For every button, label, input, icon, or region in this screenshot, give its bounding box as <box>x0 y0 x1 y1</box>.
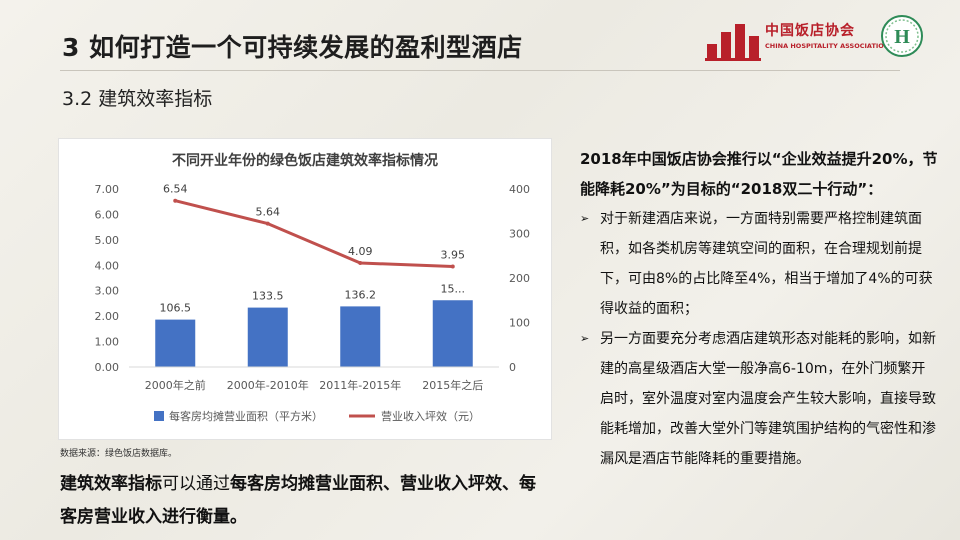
initiative-lead: 2018年中国饭店协会推行以“企业效益提升20%，节能降耗20%”为目标的“20… <box>580 150 938 198</box>
legend-label-bar: 每客房均摊营业面积（平方米） <box>169 409 323 423</box>
china-hospitality-association-logo: 中国饭店协会 CHINA HOSPITALITY ASSOCIATION <box>705 18 889 62</box>
arrow-bullet-icon: ➢ <box>580 212 590 225</box>
x-axis-category-label: 2000年-2010年 <box>227 378 309 392</box>
arrow-bullet-icon: ➢ <box>580 332 590 345</box>
right-axis-ticks: 0 100 200 300 400 <box>509 183 530 374</box>
left-axis-tick-label: 1.00 <box>95 336 120 349</box>
green-h-letter: H <box>894 26 910 48</box>
chart-title: 不同开业年份的绿色饭店建筑效率指标情况 <box>172 152 438 169</box>
line-point <box>450 264 455 269</box>
summary-text: 建筑效率指标可以通过每客房均摊营业面积、营业收入坪效、每客房营业收入进行衡量。 <box>60 468 550 534</box>
chart-legend: 每客房均摊营业面积（平方米） 营业收入坪效（元） <box>154 409 480 423</box>
left-axis-tick-label: 2.00 <box>95 310 120 323</box>
green-h-icon: H <box>881 15 923 57</box>
right-axis-tick-label: 0 <box>509 361 516 374</box>
left-axis-tick-label: 6.00 <box>95 208 120 221</box>
line-value-label: 6.54 <box>163 183 188 196</box>
line-value-label: 3.95 <box>441 249 466 262</box>
line-value-label: 4.09 <box>348 245 373 258</box>
bullet-item: ➢ 另一方面要充分考虑酒店建筑形态对能耗的影响，如新建的高星级酒店大堂一般净高6… <box>580 324 938 474</box>
left-axis-tick-label: 3.00 <box>95 285 120 298</box>
left-axis-ticks: 0.00 1.00 2.00 3.00 4.00 5.00 6.00 7.00 <box>95 183 120 374</box>
right-axis-tick-label: 300 <box>509 228 530 241</box>
cha-logo-mark <box>705 24 761 61</box>
line-point <box>265 221 270 226</box>
x-axis-category-label: 2015年之后 <box>422 378 483 392</box>
summary-connector: 可以通过 <box>162 474 230 494</box>
left-axis-tick-label: 4.00 <box>95 259 120 272</box>
x-axis-category-label: 2011年-2015年 <box>319 378 401 392</box>
legend-swatch-bar <box>154 411 164 421</box>
line-value-label: 5.64 <box>256 206 281 219</box>
line-point <box>173 198 178 203</box>
right-panel: 2018年中国饭店协会推行以“企业效益提升20%，节能降耗20%”为目标的“20… <box>580 144 938 474</box>
bullet-text: 对于新建酒店来说，一方面特别需要严格控制建筑面积，如各类机房等建筑空间的面积，在… <box>600 211 933 317</box>
line-point <box>358 260 363 265</box>
x-axis-category-label: 2000年之前 <box>145 378 206 392</box>
bar <box>340 306 381 367</box>
bar-series: 106.5 133.5 136.2 15... <box>155 282 473 367</box>
bar-value-label: 136.2 <box>345 288 377 301</box>
summary-keyword: 建筑效率指标 <box>60 474 162 494</box>
bar <box>247 307 288 367</box>
bar-value-label: 106.5 <box>160 302 192 315</box>
association-name-en: CHINA HOSPITALITY ASSOCIATION <box>765 42 890 50</box>
green-hotel-logo: H <box>880 14 924 58</box>
summary-metrics: 每客房均摊营业面积、营业收入坪效、每客房营业收入进行衡量。 <box>60 474 536 527</box>
left-axis-tick-label: 5.00 <box>95 234 120 247</box>
title-divider <box>60 70 900 71</box>
bar <box>155 319 196 367</box>
right-axis-tick-label: 200 <box>509 272 530 285</box>
x-axis-labels: 2000年之前 2000年-2010年 2011年-2015年 2015年之后 <box>129 366 499 392</box>
section-subtitle: 3.2 建筑效率指标 <box>62 88 213 110</box>
combo-chart: 不同开业年份的绿色饭店建筑效率指标情况 0.00 1.00 2.00 3.00 4.00… <box>95 152 531 423</box>
left-axis-tick-label: 7.00 <box>95 183 120 196</box>
page-title: 3 如何打造一个可持续发展的盈利型酒店 <box>62 33 523 62</box>
chart-panel: 不同开业年份的绿色饭店建筑效率指标情况 0.00 1.00 2.00 3.00 4.00… <box>58 138 552 440</box>
bullet-text: 另一方面要充分考虑酒店建筑形态对能耗的影响，如新建的高星级酒店大堂一般净高6-1… <box>600 331 936 467</box>
right-axis-tick-label: 100 <box>509 317 530 330</box>
association-name-cn: 中国饭店协会 <box>765 23 855 39</box>
right-axis-tick-label: 400 <box>509 183 530 196</box>
bar-value-label: 133.5 <box>252 290 284 303</box>
left-axis-tick-label: 0.00 <box>95 361 120 374</box>
bar <box>432 300 473 367</box>
line-series: 6.54 5.64 4.09 3.95 <box>163 183 465 269</box>
legend-label-line: 营业收入坪效（元） <box>381 409 480 423</box>
bullet-item: ➢ 对于新建酒店来说，一方面特别需要严格控制建筑面积，如各类机房等建筑空间的面积… <box>580 204 938 324</box>
line-series-path <box>174 199 453 269</box>
source-note: 数据来源：绿色饭店数据库。 <box>60 449 178 459</box>
bar-value-label: 15... <box>441 282 466 295</box>
